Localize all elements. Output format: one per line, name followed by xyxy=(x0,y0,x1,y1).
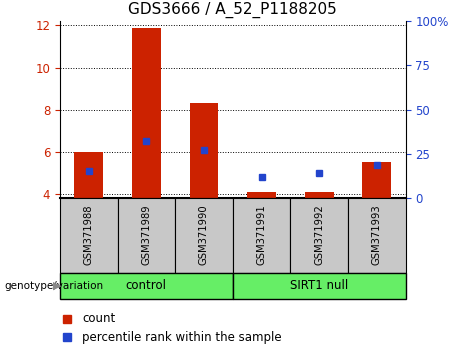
Text: GSM371993: GSM371993 xyxy=(372,204,382,265)
Bar xyxy=(175,198,233,273)
Text: genotype/variation: genotype/variation xyxy=(5,281,104,291)
Text: GSM371988: GSM371988 xyxy=(84,204,94,265)
Text: GSM371991: GSM371991 xyxy=(257,204,266,265)
Text: GSM371989: GSM371989 xyxy=(142,204,151,265)
Bar xyxy=(189,103,219,198)
Text: GSM371990: GSM371990 xyxy=(199,204,209,265)
Bar xyxy=(132,28,161,198)
Text: count: count xyxy=(83,312,116,325)
Text: ▶: ▶ xyxy=(53,281,61,291)
Bar xyxy=(233,273,406,299)
Bar xyxy=(60,198,118,273)
Text: percentile rank within the sample: percentile rank within the sample xyxy=(83,331,282,344)
Bar xyxy=(74,152,103,198)
Bar xyxy=(290,198,348,273)
Text: GSM371992: GSM371992 xyxy=(314,204,324,265)
Bar xyxy=(60,273,233,299)
Bar xyxy=(247,192,276,198)
Bar xyxy=(118,198,175,273)
Text: control: control xyxy=(126,279,167,292)
Bar xyxy=(233,198,290,273)
Bar xyxy=(348,198,406,273)
Bar xyxy=(362,162,391,198)
Bar xyxy=(305,192,334,198)
Title: GDS3666 / A_52_P1188205: GDS3666 / A_52_P1188205 xyxy=(129,2,337,18)
Text: SIRT1 null: SIRT1 null xyxy=(290,279,349,292)
